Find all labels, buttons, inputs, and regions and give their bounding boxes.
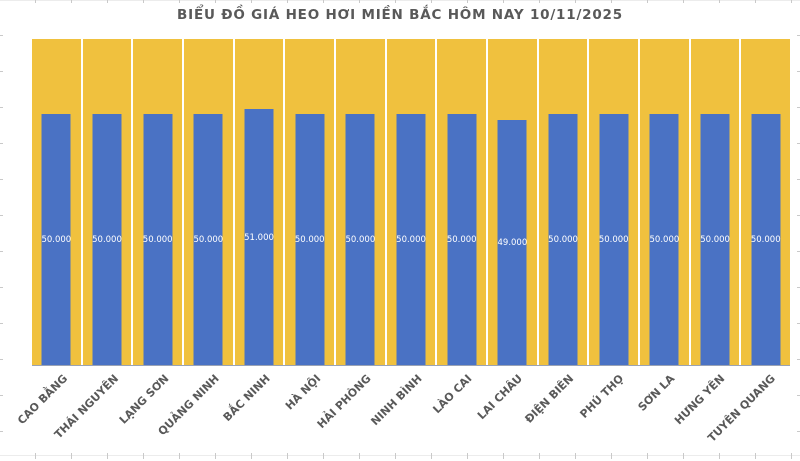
- x-axis-label: SƠN LA: [635, 372, 677, 414]
- price-bar: 50.000: [598, 114, 629, 366]
- x-axis-label: CAO BẰNG: [15, 372, 71, 428]
- price-bar: 50.000: [41, 114, 72, 366]
- worksheet-ticks-left: [0, 0, 3, 461]
- bar-value-label: 50.000: [92, 235, 122, 246]
- bar-value-label: 49.000: [497, 237, 528, 248]
- x-axis-label: BẮC NINH: [220, 372, 273, 424]
- bar-value-label: 50.000: [649, 235, 680, 246]
- x-axis-label: HÀ NỘI: [282, 372, 324, 413]
- price-bar: 50.000: [193, 114, 224, 366]
- price-bar: 50.000: [142, 114, 173, 366]
- category-column: 50.000: [386, 39, 436, 366]
- x-axis-label: NINH BÌNH: [368, 372, 425, 429]
- price-bar: 50.000: [345, 114, 376, 366]
- bar-value-label: 50.000: [193, 235, 224, 246]
- category-column: 50.000: [133, 39, 183, 366]
- x-axis-label: LẠNG SƠN: [116, 372, 172, 427]
- category-column: 50.000: [538, 39, 588, 366]
- price-bar: 50.000: [294, 114, 325, 366]
- category-column: 50.000: [336, 39, 385, 366]
- price-bar: 50.000: [750, 114, 781, 366]
- price-bar: 50.000: [700, 114, 730, 366]
- bar-value-label: 50.000: [598, 235, 629, 246]
- category-column: 50.000: [589, 39, 639, 366]
- price-bar: 50.000: [548, 114, 578, 366]
- bar-value-label: 50.000: [41, 235, 72, 246]
- price-bar: 50.000: [650, 114, 679, 366]
- category-column: 50.000: [640, 39, 689, 366]
- bar-value-label: 50.000: [345, 235, 376, 246]
- x-axis-label: LAI CHÂU: [475, 372, 526, 423]
- category-column: 50.000: [690, 39, 740, 366]
- category-column: 51.000: [234, 39, 284, 366]
- category-column: 50.000: [184, 39, 233, 366]
- bar-value-label: 50.000: [294, 235, 325, 246]
- bar-value-label: 51.000: [244, 232, 274, 243]
- category-column: 49.000: [488, 39, 537, 366]
- category-column: 50.000: [82, 39, 132, 366]
- category-column: 50.000: [285, 39, 335, 366]
- chart-title: BIỂU ĐỒ GIÁ HEO HƠI MIỀN BẮC HÔM NAY 10/…: [177, 7, 623, 23]
- price-bar: 50.000: [396, 114, 426, 366]
- x-axis-label: LÀO CAI: [430, 372, 475, 417]
- price-bar: 50.000: [92, 114, 122, 366]
- bar-value-label: 50.000: [548, 235, 578, 246]
- bar-value-label: 50.000: [446, 235, 477, 246]
- x-axis-label: ĐIỆN BIÊN: [522, 372, 576, 426]
- x-axis-label: PHÚ THỌ: [577, 372, 627, 421]
- bar-value-label: 50.000: [396, 235, 426, 246]
- worksheet-ticks-right: [797, 0, 800, 461]
- bar-value-label: 50.000: [700, 235, 730, 246]
- price-bar: 49.000: [497, 119, 528, 366]
- price-bar: 50.000: [446, 114, 477, 366]
- worksheet-ticks-bottom: [0, 453, 800, 459]
- price-bar: 51.000: [244, 109, 274, 366]
- x-axis-label: HƯNG YÊN: [672, 372, 728, 428]
- x-axis-line: [32, 365, 790, 366]
- category-column: 50.000: [437, 39, 487, 366]
- category-column: 50.000: [741, 39, 791, 366]
- plot-area: 50.000 50.000 50.000 50.000 51.000 50.000 50.0…: [32, 39, 791, 366]
- category-column: 50.000: [32, 39, 81, 366]
- worksheet-ticks-top: [0, 0, 800, 3]
- bar-value-label: 50.000: [750, 235, 781, 246]
- bar-value-label: 50.000: [142, 235, 173, 246]
